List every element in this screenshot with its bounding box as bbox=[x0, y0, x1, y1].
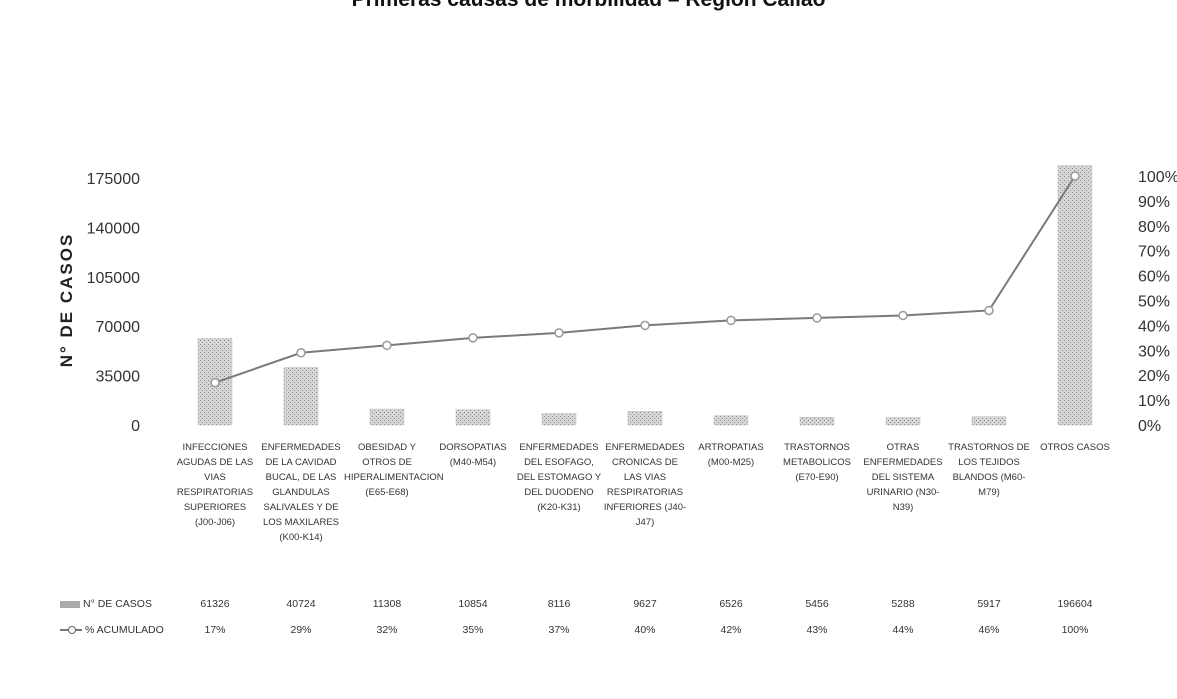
y-tick-label-0: 0 bbox=[131, 418, 140, 435]
legend-label-0: N° DE CASOS bbox=[83, 598, 152, 610]
cumulative-point-1 bbox=[296, 348, 306, 358]
table-cell-0-8: 5288 bbox=[891, 598, 915, 610]
category-label-2: OBESIDAD Y OTROS DE HIPERALIMENTACION (E… bbox=[344, 442, 444, 498]
category-label-10: OTROS CASOS bbox=[1040, 442, 1110, 453]
bar-5 bbox=[627, 411, 663, 426]
table-cell-0-6: 6526 bbox=[719, 598, 743, 610]
y2-tick-label-3: 30% bbox=[1138, 343, 1170, 360]
table-cell-1-9: 46% bbox=[978, 624, 1000, 636]
table-cell-1-10: 100% bbox=[1061, 624, 1089, 636]
table-cell-1-4: 37% bbox=[548, 624, 570, 636]
table-cell-0-7: 5456 bbox=[805, 598, 829, 610]
y-tick-label-3: 105000 bbox=[87, 270, 140, 287]
cumulative-point-2 bbox=[382, 340, 392, 351]
category-label-8: OTRAS ENFERMEDADES DEL SISTEMA URINARIO … bbox=[863, 442, 943, 513]
table-cell-1-0: 17% bbox=[204, 624, 226, 636]
y2-tick-label-4: 40% bbox=[1138, 318, 1170, 335]
bar-3 bbox=[455, 409, 491, 426]
cumulative-point-3 bbox=[468, 333, 478, 343]
chart-title: Primeras causas de morbilidad – Región C… bbox=[0, 0, 1177, 12]
category-label-7: TRASTORNOS METABOLICOS (E70-E90) bbox=[783, 442, 851, 483]
y-tick-label-2: 70000 bbox=[96, 319, 141, 336]
bar-9 bbox=[971, 416, 1007, 426]
cumulative-line bbox=[214, 175, 1076, 384]
y2-tick-label-1: 10% bbox=[1138, 393, 1170, 410]
bar-10 bbox=[1057, 165, 1093, 426]
table-cell-1-1: 29% bbox=[290, 624, 312, 636]
category-label-6: ARTROPATIAS (M00-M25) bbox=[698, 442, 764, 468]
cumulative-point-0 bbox=[210, 377, 220, 388]
table-cell-1-3: 35% bbox=[462, 624, 484, 636]
y-tick-label-4: 140000 bbox=[87, 220, 140, 237]
bar-7 bbox=[799, 417, 835, 426]
table-cell-0-10: 196604 bbox=[1057, 598, 1093, 610]
y2-tick-label-5: 50% bbox=[1138, 294, 1170, 311]
y2-tick-label-7: 70% bbox=[1138, 244, 1170, 261]
table-cell-0-9: 5917 bbox=[977, 598, 1001, 610]
cumulative-point-6 bbox=[726, 315, 736, 326]
table-cell-1-7: 43% bbox=[806, 624, 828, 636]
table-cell-0-0: 61326 bbox=[200, 598, 230, 610]
cumulative-point-9 bbox=[984, 305, 994, 316]
table-cell-1-2: 32% bbox=[376, 624, 398, 636]
legend-swatch-1 bbox=[60, 626, 82, 634]
table-cell-0-4: 8116 bbox=[547, 598, 571, 610]
table-cell-0-1: 40724 bbox=[286, 598, 316, 610]
y-tick-label-5: 175000 bbox=[87, 171, 140, 188]
legend-label-1: % ACUMULADO bbox=[85, 624, 164, 636]
table-legend-1: % ACUMULADO bbox=[60, 624, 164, 636]
table-cell-0-2: 11308 bbox=[372, 598, 402, 610]
bar-4 bbox=[541, 413, 577, 426]
bar-2 bbox=[369, 408, 405, 426]
y2-tick-label-2: 20% bbox=[1138, 368, 1170, 385]
y2-tick-label-9: 90% bbox=[1138, 194, 1170, 211]
cumulative-point-5 bbox=[640, 320, 650, 331]
table-cell-0-5: 9627 bbox=[633, 598, 657, 610]
cumulative-point-8 bbox=[898, 310, 908, 321]
y2-tick-label-8: 80% bbox=[1138, 219, 1170, 236]
table-cell-0-3: 10854 bbox=[458, 598, 488, 610]
table-cell-1-5: 40% bbox=[634, 624, 656, 636]
bar-1 bbox=[283, 367, 319, 426]
category-label-0: INFECCIONES AGUDAS DE LAS VIAS RESPIRATO… bbox=[176, 442, 254, 528]
table-cell-1-6: 42% bbox=[720, 624, 742, 636]
category-label-5: ENFERMEDADES CRONICAS DE LAS VIAS RESPIR… bbox=[603, 442, 687, 528]
y-axis-label: N° DE CASOS bbox=[57, 233, 76, 368]
cumulative-point-7 bbox=[812, 313, 822, 323]
bar-8 bbox=[885, 417, 921, 426]
bar-6 bbox=[713, 415, 749, 426]
y-tick-label-1: 35000 bbox=[96, 369, 141, 386]
category-label-9: TRASTORNOS DE LOS TEJIDOS BLANDOS (M60-M… bbox=[948, 442, 1030, 498]
y2-tick-label-6: 60% bbox=[1138, 269, 1170, 286]
category-label-3: DORSOPATIAS (M40-M54) bbox=[439, 442, 507, 468]
category-label-4: ENFERMEDADES DEL ESOFAGO, DEL ESTOMAGO Y… bbox=[516, 442, 602, 513]
y2-tick-label-10: 100% bbox=[1138, 169, 1177, 186]
table-legend-0: N° DE CASOS bbox=[60, 598, 152, 610]
cumulative-point-4 bbox=[554, 328, 564, 338]
category-label-1: ENFERMEDADES DE LA CAVIDAD BUCAL, DE LAS… bbox=[261, 442, 341, 543]
cumulative-point-10 bbox=[1070, 171, 1080, 181]
y2-tick-label-0: 0% bbox=[1138, 418, 1161, 435]
legend-swatch-0 bbox=[60, 600, 80, 608]
table-cell-1-8: 44% bbox=[892, 624, 914, 636]
